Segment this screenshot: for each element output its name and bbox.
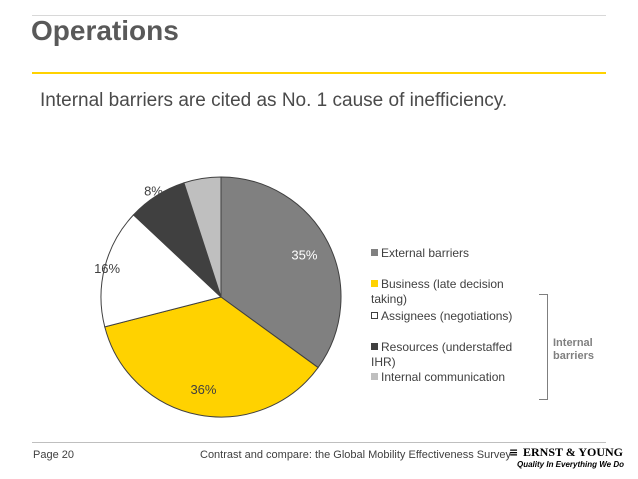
legend-label: Resources (understaffed IHR) (371, 340, 513, 369)
legend-item: Business (late decision taking) (371, 277, 531, 307)
pie-slice (100, 214, 223, 328)
legend-label: External barriers (381, 246, 470, 260)
pie-slice (104, 296, 319, 418)
legend-swatch (371, 312, 378, 319)
legend-swatch (371, 373, 378, 380)
pie-data-label: 16% (94, 261, 120, 276)
logo-wordmark: ERNST & YOUNG (523, 445, 624, 459)
legend-item: External barriers (371, 246, 531, 261)
footer-divider (32, 442, 606, 443)
internal-barriers-label: Internal barriers (553, 337, 594, 362)
pie-data-label: 36% (190, 382, 216, 397)
pie-slice (220, 176, 342, 369)
legend-swatch (371, 249, 378, 256)
legend-swatch (371, 343, 378, 350)
pie-data-label: 5% (191, 162, 210, 177)
slide-title: Operations (31, 15, 179, 46)
page-number: Page 20 (33, 449, 74, 461)
slide-subtitle: Internal barriers are cited as No. 1 cau… (40, 90, 508, 111)
title-underline (32, 72, 606, 74)
pie-data-label: 35% (291, 248, 317, 263)
footer-caption: Contrast and compare: the Global Mobilit… (200, 449, 512, 461)
internal-barriers-bracket (539, 294, 548, 400)
ey-bars-icon: ≡ (509, 446, 518, 459)
legend-item: Internal communication (371, 370, 531, 385)
pie-data-label: 8% (144, 184, 163, 199)
legend-swatch (371, 280, 378, 287)
legend-label: Business (late decision taking) (371, 277, 504, 306)
pie-slice (183, 176, 222, 298)
logo-tagline: Quality In Everything We Do (517, 460, 624, 469)
legend-label: Assignees (negotiations) (381, 309, 513, 323)
top-divider (32, 15, 606, 16)
ernst-young-logo: ≡ ERNST & YOUNG Quality In Everything We… (509, 443, 624, 473)
legend-label: Internal communication (381, 370, 506, 384)
legend-item: Assignees (negotiations) (371, 309, 531, 324)
legend-item: Resources (understaffed IHR) (371, 340, 531, 370)
